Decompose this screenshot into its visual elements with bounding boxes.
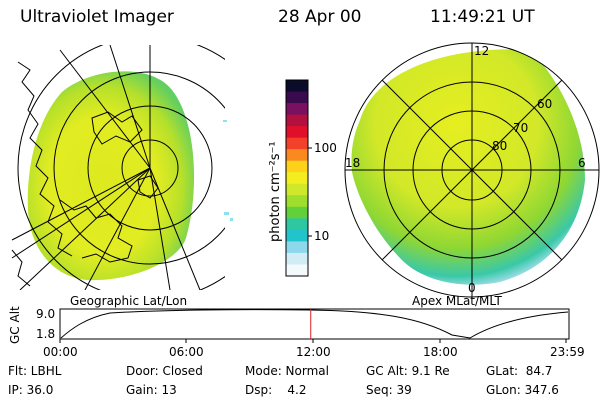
colorbar-tick-10: 10 (314, 229, 330, 243)
status-glat: GLat: 84.7 (486, 364, 553, 378)
status-mode: Mode: Normal (245, 364, 329, 378)
geo-aurora-image (27, 71, 195, 281)
altitude-plot-frame (59, 308, 570, 340)
mlt-label-18: 18 (345, 156, 361, 170)
geo-coastline (59, 199, 133, 263)
date-label: 28 Apr 00 (278, 7, 362, 27)
geo-panel-caption: Geographic Lat/Lon (70, 294, 188, 308)
status-door: Door: Closed (126, 364, 203, 378)
colorbar-segment (286, 183, 308, 196)
colorbar-segment (286, 137, 308, 150)
colorbar-segment (286, 149, 308, 162)
geo-meridian (19, 167, 151, 290)
colorbar-tick-100: 100 (314, 141, 337, 155)
colorbar-segment (286, 195, 308, 208)
geo-meridian (149, 167, 171, 290)
geo-coastline (137, 175, 159, 199)
colorbar-frame (285, 79, 309, 277)
status-gc-alt: GC Alt: 9.1 Re (366, 364, 450, 378)
altitude-xtick-0000: 00:00 (43, 345, 78, 359)
colorbar-segment (286, 229, 308, 242)
altitude-ytick-bottom: 1.8 (36, 327, 56, 341)
status-dsp: Dsp: 4.2 (245, 383, 307, 397)
altitude-plot (59, 308, 570, 343)
app-title: Ultraviolet Imager (20, 7, 174, 27)
mlt-label-6: 6 (578, 156, 586, 170)
altitude-xtick-2359: 23:59 (550, 345, 585, 359)
colorbar-segment (286, 114, 308, 127)
colorbar-segment (286, 103, 308, 116)
colorbar-segment (286, 252, 308, 265)
status-glon: GLon: 347.6 (486, 383, 559, 397)
altitude-xtick-0600: 06:00 (169, 345, 204, 359)
polar-diagonal (381, 79, 563, 261)
colorbar-segment (286, 264, 308, 277)
geo-coastline (91, 111, 143, 145)
altitude-xtick-1200: 12:00 (296, 345, 331, 359)
altitude-ylabel: GC Alt (8, 306, 22, 344)
altitude-curve (60, 309, 569, 339)
mlat-label-70: 70 (513, 121, 529, 135)
colorbar-segment (286, 160, 308, 173)
polar-panel-caption: Apex MLat/MLT (412, 294, 502, 308)
colorbar-segment (286, 126, 308, 139)
colorbar-segment (286, 241, 308, 254)
geo-lat-circle (17, 45, 225, 290)
time-label: 11:49:21 UT (430, 7, 535, 27)
geographic-map (11, 45, 233, 290)
geo-coastline (11, 249, 31, 287)
colorbar-segment (286, 218, 308, 231)
colorbar-unit-label: photon cm⁻²s⁻¹ (268, 141, 283, 242)
geo-meridian (11, 167, 151, 241)
colorbar (285, 79, 312, 277)
geo-coastline (17, 61, 73, 257)
colorbar-segment (286, 172, 308, 185)
geo-meridian (59, 49, 151, 169)
status-seq: Seq: 39 (366, 383, 412, 397)
altitude-ytick-top: 9.0 (36, 307, 56, 321)
geo-meridian (109, 45, 151, 169)
status-gain: Gain: 13 (126, 383, 177, 397)
mlat-label-80: 80 (492, 139, 508, 153)
status-flt: Flt: LBHL (8, 364, 62, 378)
colorbar-segment (286, 206, 308, 219)
colorbar-segment (286, 91, 308, 104)
mlt-label-12: 12 (474, 44, 490, 58)
colorbar-segment (286, 80, 308, 93)
polar-map (344, 42, 600, 298)
mlat-label-60: 60 (537, 97, 553, 111)
mlt-label-0: 0 (468, 281, 476, 295)
altitude-xtick-1800: 18:00 (423, 345, 458, 359)
geo-meridian (11, 167, 151, 259)
status-ip: IP: 36.0 (8, 383, 54, 397)
